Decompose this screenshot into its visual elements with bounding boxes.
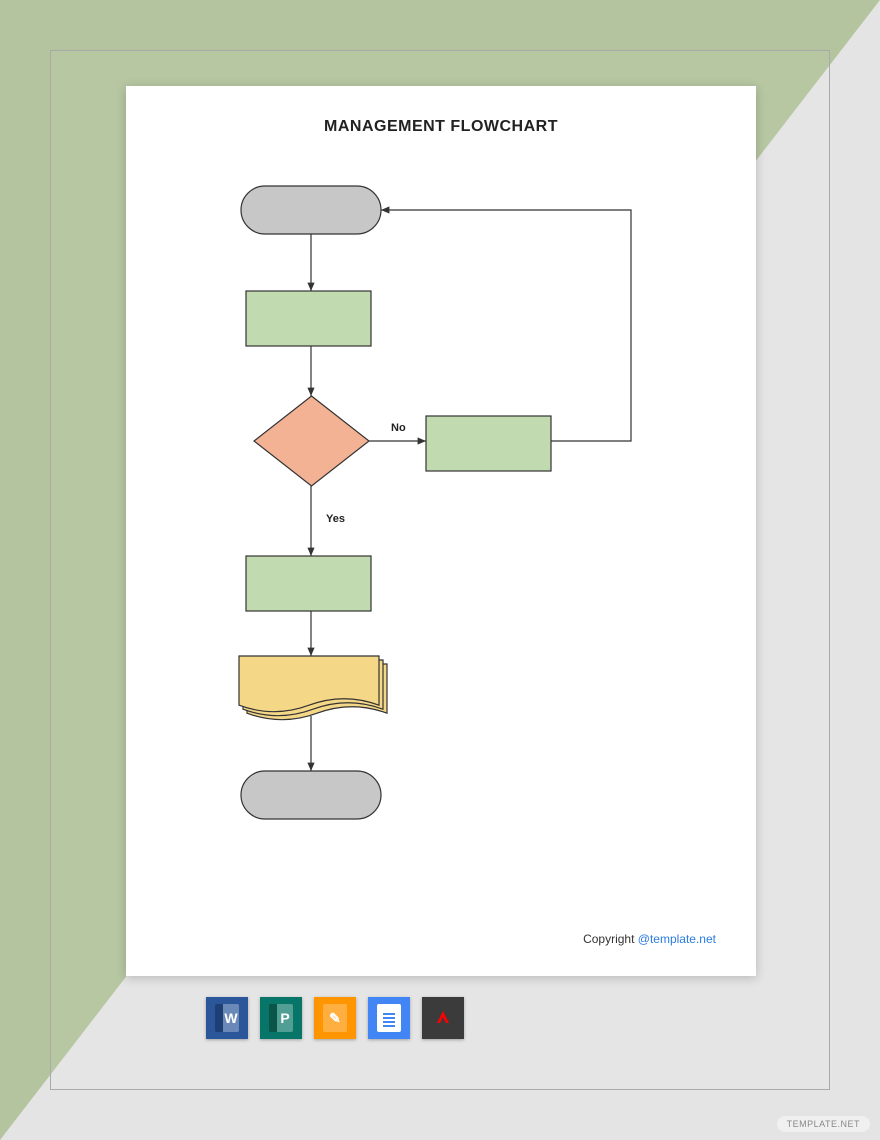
edge-label: Yes bbox=[326, 513, 345, 525]
preview-frame: MANAGEMENT FLOWCHART No Yes Copyright @te… bbox=[50, 50, 830, 1090]
word-icon[interactable]: W bbox=[206, 997, 248, 1039]
flowchart-canvas: No Yes bbox=[126, 156, 756, 916]
flow-node-proc2 bbox=[246, 556, 371, 611]
flow-node-procNo bbox=[426, 416, 551, 471]
format-icons-row: WP ✎ bbox=[206, 997, 464, 1039]
edge-label: No bbox=[391, 422, 406, 434]
flow-edge bbox=[381, 210, 631, 441]
flow-node-proc1 bbox=[246, 291, 371, 346]
pdf-icon[interactable] bbox=[422, 997, 464, 1039]
document-page: MANAGEMENT FLOWCHART No Yes Copyright @te… bbox=[126, 86, 756, 976]
publisher-icon[interactable]: P bbox=[260, 997, 302, 1039]
flow-node-start bbox=[241, 186, 381, 234]
copyright-text: Copyright @template.net bbox=[583, 932, 716, 946]
page-title: MANAGEMENT FLOWCHART bbox=[126, 118, 756, 136]
flow-node-end bbox=[241, 771, 381, 819]
gdocs-icon[interactable] bbox=[368, 997, 410, 1039]
copyright-link[interactable]: @template.net bbox=[638, 932, 716, 946]
pages-icon[interactable]: ✎ bbox=[314, 997, 356, 1039]
watermark-badge: TEMPLATE.NET bbox=[777, 1116, 870, 1132]
flow-node-dec bbox=[254, 396, 369, 486]
copyright-label: Copyright bbox=[583, 932, 638, 946]
